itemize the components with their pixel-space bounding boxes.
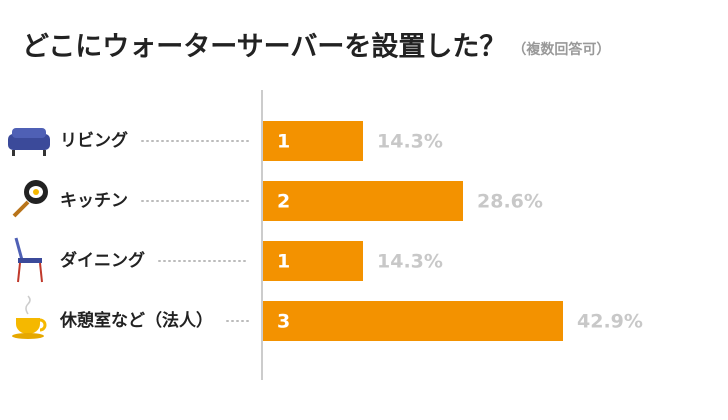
percent-label: 14.3% — [377, 251, 443, 273]
value-label: 3 — [277, 311, 290, 333]
percent-label: 42.9% — [577, 311, 643, 333]
value-label: 1 — [277, 251, 290, 273]
pan-icon — [12, 180, 48, 218]
category-label: 休憩室など（法人） — [59, 310, 213, 331]
bar — [263, 181, 463, 221]
category-label: リビング — [60, 130, 128, 151]
chart-subtitle: （複数回答可） — [512, 41, 610, 58]
category-label: ダイニング — [60, 250, 145, 271]
percent-label: 28.6% — [477, 191, 543, 213]
bar — [263, 241, 363, 281]
category-label: キッチン — [60, 191, 128, 211]
chair-icon — [14, 237, 43, 283]
value-label: 2 — [277, 191, 290, 213]
bar — [263, 121, 363, 161]
sofa-icon — [8, 128, 50, 156]
bar — [263, 301, 563, 341]
value-label: 1 — [277, 131, 290, 153]
chart-title: どこにウォーターサーバーを設置した？ — [22, 31, 506, 63]
percent-label: 14.3% — [377, 131, 443, 153]
cup-icon — [12, 295, 47, 339]
